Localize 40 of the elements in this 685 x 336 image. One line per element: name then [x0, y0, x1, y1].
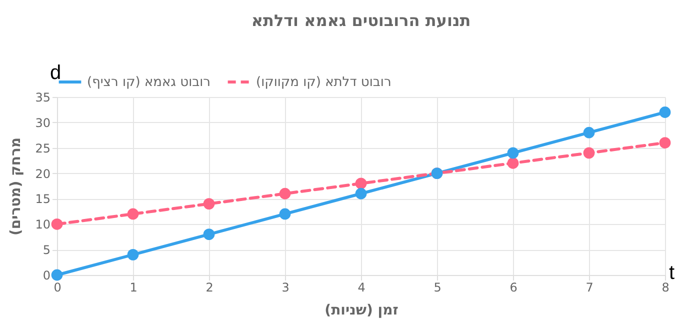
y-tick-label: 30 — [35, 116, 50, 130]
point — [659, 137, 671, 148]
y-tick-label: 25 — [35, 141, 50, 156]
point — [507, 147, 519, 159]
x-tick-label: 5 — [434, 280, 442, 294]
y-tick-label: 10 — [35, 218, 50, 232]
point — [355, 178, 367, 190]
x-tick-label: 2 — [206, 280, 214, 294]
point — [583, 147, 595, 159]
y-tick-label: 20 — [35, 166, 50, 181]
x-tick-label: 7 — [586, 280, 594, 294]
x-axis-title: זמן (שניות) — [324, 302, 398, 318]
text: t — [669, 262, 675, 285]
point — [659, 106, 671, 118]
x-tick-label: 8 — [662, 280, 670, 294]
point — [203, 228, 215, 240]
point — [127, 208, 139, 220]
x-tick-label: 3 — [282, 280, 290, 294]
y-tick-label: 0 — [42, 268, 50, 282]
chart-title: תנועת הרובוטים גאמא ודלתא — [251, 11, 471, 30]
point — [51, 269, 63, 281]
point — [203, 198, 215, 210]
x-tick-label: 1 — [130, 280, 138, 294]
point — [51, 218, 63, 230]
point — [507, 157, 519, 169]
point — [583, 126, 595, 138]
y-axis-title: מרחק (מטרים) — [8, 137, 24, 236]
x-tick-label: 6 — [510, 280, 518, 294]
point — [279, 208, 291, 220]
x-tick-label: 4 — [358, 280, 366, 294]
y-tick-label: 15 — [35, 192, 50, 206]
y-tick-label: 5 — [42, 243, 50, 258]
legend-label: רובוט דלתא (קו מקווקו) — [256, 75, 392, 90]
x-tick-label: 0 — [54, 280, 62, 294]
point — [279, 188, 291, 200]
point — [127, 248, 139, 260]
text: d — [50, 62, 62, 85]
legend-label: רובוט גאמא (קו רציף) — [87, 75, 211, 90]
y-tick-label: 35 — [35, 90, 50, 104]
point — [355, 188, 367, 200]
